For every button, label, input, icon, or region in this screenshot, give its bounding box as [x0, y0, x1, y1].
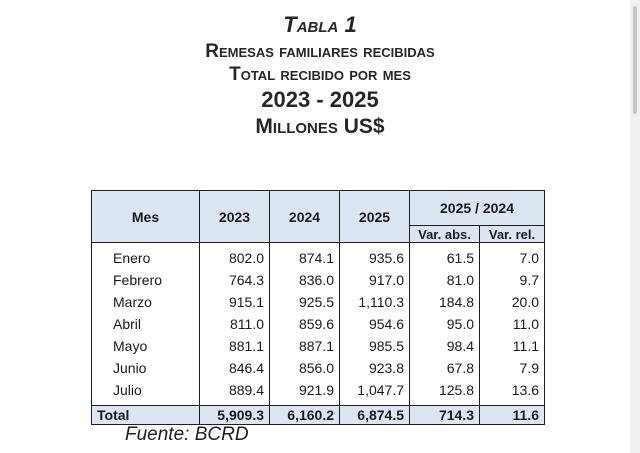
cell-2024: 887.1	[269, 335, 340, 357]
source-note: Fuente: BCRD	[125, 424, 249, 445]
cell-2024: 874.1	[269, 242, 340, 269]
cell-var-abs: 81.0	[409, 269, 480, 291]
cell-var-rel: 7.0	[479, 242, 545, 269]
table-row: Enero 802.0 874.1 935.6 61.5 7.0	[91, 242, 545, 269]
header-2023: 2023	[199, 190, 270, 243]
cell-mes: Marzo	[91, 291, 200, 313]
cell-2024: 921.9	[269, 379, 340, 406]
scrollbar-thumb[interactable]	[633, 6, 637, 114]
title-years: 2023 - 2025	[261, 87, 379, 112]
cell-var-abs: 125.8	[409, 379, 480, 406]
title-line-1: Remesas familiares recibidas	[205, 41, 435, 62]
cell-2025: 935.6	[339, 242, 410, 269]
cell-2025: 1,110.3	[339, 291, 410, 313]
total-2024: 6,160.2	[269, 405, 340, 425]
cell-2023: 811.0	[199, 313, 270, 335]
table-row: Julio 889.4 921.9 1,047.7 125.8 13.6	[91, 379, 545, 406]
cell-2024: 925.5	[269, 291, 340, 313]
cell-2025: 985.5	[339, 335, 410, 357]
cell-2023: 802.0	[199, 242, 270, 269]
title-line-2: Total recibido por mes	[229, 64, 411, 85]
cell-var-abs: 184.8	[409, 291, 480, 313]
cell-mes: Abril	[91, 313, 200, 335]
cell-2023: 881.1	[199, 335, 270, 357]
header-var-abs: Var. abs.	[409, 225, 480, 243]
cell-var-rel: 7.9	[479, 357, 545, 379]
cell-var-rel: 9.7	[479, 269, 545, 291]
cell-mes: Junio	[91, 357, 200, 379]
cell-2025: 954.6	[339, 313, 410, 335]
cell-var-abs: 95.0	[409, 313, 480, 335]
table-row: Abril 811.0 859.6 954.6 95.0 11.0	[91, 313, 545, 335]
cell-var-rel: 20.0	[479, 291, 545, 313]
header-mes: Mes	[91, 190, 200, 243]
cell-mes: Julio	[91, 379, 200, 406]
cell-var-abs: 67.8	[409, 357, 480, 379]
remittances-table: Mes 2023 2024 2025 2025 / 2024 Var. abs.…	[91, 190, 545, 425]
scrollbar-track[interactable]	[630, 0, 640, 453]
total-label: Total	[91, 405, 200, 425]
table-number: Tabla 1	[283, 12, 357, 37]
cell-2023: 764.3	[199, 269, 270, 291]
table-row: Mayo 881.1 887.1 985.5 98.4 11.1	[91, 335, 545, 357]
cell-var-rel: 13.6	[479, 379, 545, 406]
cell-2025: 923.8	[339, 357, 410, 379]
cell-mes: Febrero	[91, 269, 200, 291]
header-2024: 2024	[269, 190, 340, 243]
total-2023: 5,909.3	[199, 405, 270, 425]
table-row: Febrero 764.3 836.0 917.0 81.0 9.7	[91, 269, 545, 291]
cell-mes: Mayo	[91, 335, 200, 357]
cell-2025: 1,047.7	[339, 379, 410, 406]
title-block: Tabla 1 Remesas familiares recibidas Tot…	[0, 10, 640, 140]
header-2025: 2025	[339, 190, 410, 243]
cell-2023: 915.1	[199, 291, 270, 313]
total-row: Total 5,909.3 6,160.2 6,874.5 714.3 11.6	[91, 405, 545, 425]
header-comparison: 2025 / 2024	[409, 190, 545, 226]
table-row: Marzo 915.1 925.5 1,110.3 184.8 20.0	[91, 291, 545, 313]
table-row: Junio 846.4 856.0 923.8 67.8 7.9	[91, 357, 545, 379]
total-var-abs: 714.3	[409, 405, 480, 425]
header-var-rel: Var. rel.	[479, 225, 545, 243]
title-units: Millones US$	[255, 115, 385, 138]
cell-var-rel: 11.1	[479, 335, 545, 357]
cell-mes: Enero	[91, 242, 200, 269]
cell-var-abs: 61.5	[409, 242, 480, 269]
cell-2024: 856.0	[269, 357, 340, 379]
cell-2025: 917.0	[339, 269, 410, 291]
total-2025: 6,874.5	[339, 405, 410, 425]
cell-2023: 846.4	[199, 357, 270, 379]
cell-2024: 859.6	[269, 313, 340, 335]
cell-2023: 889.4	[199, 379, 270, 406]
cell-var-abs: 98.4	[409, 335, 480, 357]
cell-var-rel: 11.0	[479, 313, 545, 335]
total-var-rel: 11.6	[479, 405, 545, 425]
cell-2024: 836.0	[269, 269, 340, 291]
